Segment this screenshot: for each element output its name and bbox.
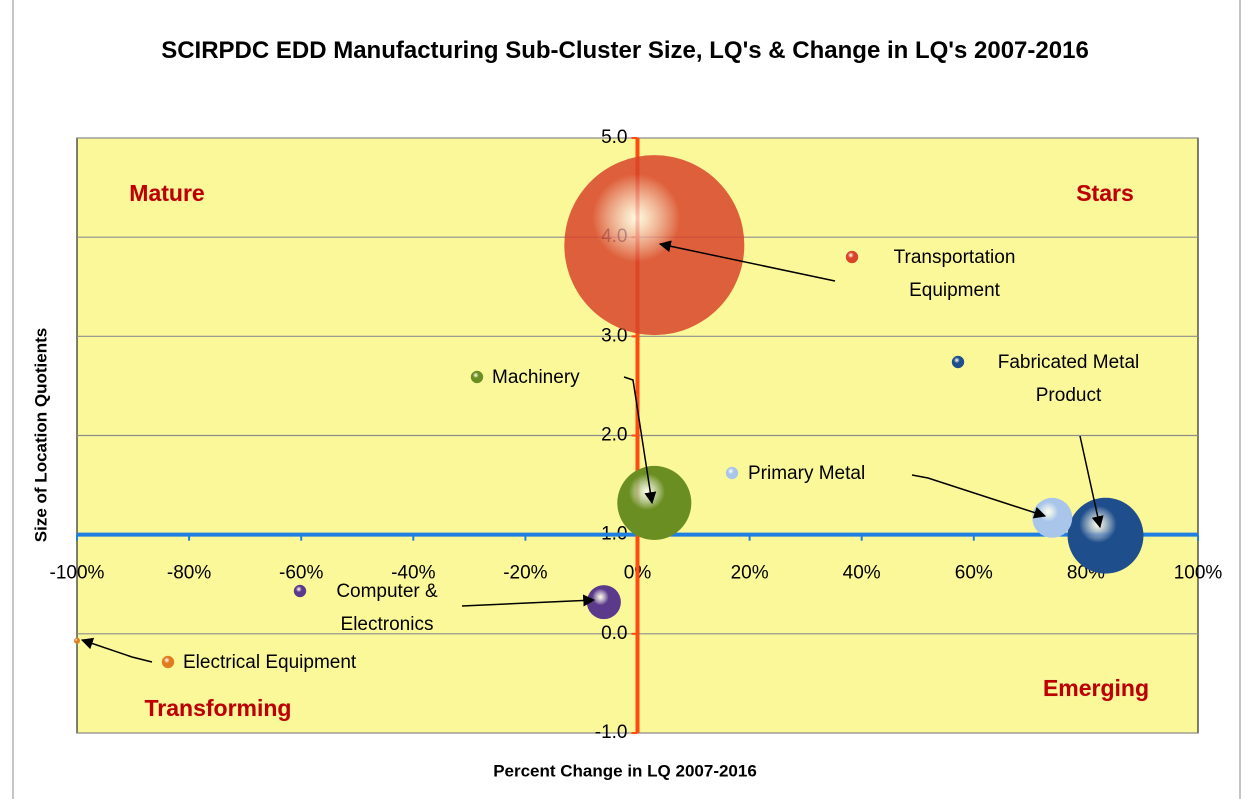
bubble — [1032, 497, 1073, 538]
arrow — [80, 637, 153, 663]
y-tick-label: -1.0 — [595, 722, 628, 743]
x-tick-label: 60% — [955, 563, 993, 584]
y-tick-label: 3.0 — [601, 325, 627, 346]
y-tick-label: 5.0 — [601, 127, 627, 148]
series-label: Fabricated Metal Product — [997, 352, 1140, 406]
arrow — [1079, 435, 1104, 529]
series-label: Transportation Equipment — [893, 247, 1016, 301]
x-tick-label: -60% — [279, 563, 323, 584]
bubble — [617, 465, 692, 540]
quadrant-label: Emerging — [1043, 675, 1149, 701]
x-tick-label: -100% — [50, 563, 105, 584]
arrow — [461, 594, 596, 607]
x-tick-label: 100% — [1174, 563, 1223, 584]
arrow — [623, 376, 657, 505]
x-tick-label: -40% — [391, 563, 435, 584]
bubble — [586, 585, 621, 620]
series-label: Computer & Electronics — [336, 581, 438, 635]
arrow — [658, 240, 836, 282]
legend-marker — [951, 355, 965, 369]
arrow — [911, 474, 1047, 519]
x-tick-label: -80% — [167, 563, 211, 584]
arrows — [80, 240, 1104, 663]
legend-marker — [845, 250, 859, 264]
x-tick-label: -20% — [503, 563, 547, 584]
bubble — [564, 155, 745, 336]
y-tick-label: 0.0 — [601, 623, 627, 644]
legend-marker — [725, 466, 739, 480]
series-label: Primary Metal — [748, 463, 866, 484]
series-label: Machinery — [492, 367, 580, 388]
bubble — [1067, 497, 1144, 574]
y-axis-title: Size of Location Quotients — [31, 328, 50, 542]
y-tick-label: 2.0 — [601, 425, 627, 446]
legend-marker — [470, 370, 484, 384]
x-tick-label: 20% — [731, 563, 769, 584]
bubble — [74, 637, 80, 644]
legend-marker — [161, 655, 175, 669]
legend-marker — [293, 584, 307, 598]
quadrant-label: Stars — [1076, 180, 1134, 206]
quadrant-label: Transforming — [145, 695, 292, 721]
quadrant-label: Mature — [129, 180, 204, 206]
x-tick-label: 40% — [843, 563, 881, 584]
x-axis-title: Percent Change in LQ 2007-2016 — [493, 761, 757, 780]
series-label: Electrical Equipment — [183, 652, 357, 673]
chart-title: SCIRPDC EDD Manufacturing Sub-Cluster Si… — [161, 37, 1089, 64]
